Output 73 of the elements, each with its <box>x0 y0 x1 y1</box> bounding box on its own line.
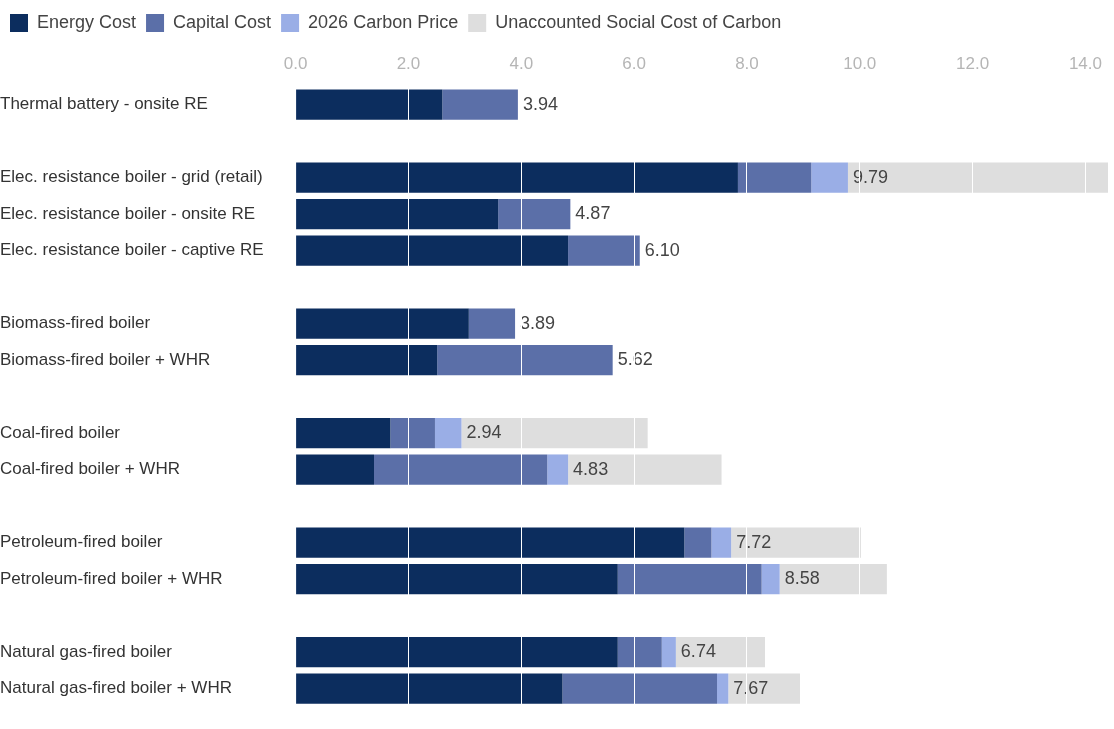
bar <box>442 89 518 120</box>
bar <box>434 417 462 449</box>
bar <box>661 636 676 668</box>
y-tick-label: Natural gas-fired boiler + WHR <box>0 678 232 698</box>
bar <box>761 563 780 595</box>
annotation: 8.58 <box>784 568 820 589</box>
legend-label: Energy Cost <box>37 11 137 32</box>
y-tick-label: Coal-fired boiler <box>0 422 121 442</box>
bar <box>296 636 618 668</box>
bar <box>296 454 375 485</box>
bar <box>461 417 648 449</box>
y-tick-label: Elec. resistance boiler - onsite RE <box>0 203 256 223</box>
bar <box>296 198 499 230</box>
y-tick-label: Elec. resistance boiler - grid (retail) <box>0 167 263 187</box>
x-tick-label: 4.0 <box>509 53 534 73</box>
y-tick-label: Coal-fired boiler + WHR <box>0 459 180 479</box>
annotation: 2.94 <box>466 422 502 443</box>
annotation: 4.83 <box>573 458 609 479</box>
bar <box>296 563 618 595</box>
bar <box>684 527 712 558</box>
x-tick-label: 14.0 <box>1068 53 1102 73</box>
bar <box>711 527 732 558</box>
bar <box>296 308 469 339</box>
annotation: 9.79 <box>852 166 888 187</box>
bar <box>296 673 563 704</box>
annotation: 7.67 <box>733 677 769 698</box>
bar <box>296 527 685 558</box>
y-tick-label: Thermal battery - onsite RE <box>0 94 208 114</box>
y-tick-label: Natural gas-fired boiler <box>0 641 173 661</box>
y-tick-label: Petroleum-fired boiler + WHR <box>0 568 223 588</box>
x-tick-label: 10.0 <box>843 53 877 73</box>
y-tick-label: Petroleum-fired boiler <box>0 532 163 552</box>
annotation: 3.89 <box>520 312 556 333</box>
bar <box>617 636 662 668</box>
bar <box>296 162 738 193</box>
y-tick-label: Biomass-fired boiler <box>0 313 151 333</box>
bar <box>562 673 718 704</box>
x-tick-label: 2.0 <box>396 53 421 73</box>
bar <box>468 308 516 339</box>
bar <box>437 344 613 376</box>
bar <box>296 235 569 266</box>
bar <box>498 198 571 230</box>
bar <box>390 417 435 449</box>
bar <box>779 563 887 595</box>
annotation: 6.10 <box>644 239 680 260</box>
legend-label: Unaccounted Social Cost of Carbon <box>495 11 782 32</box>
y-tick-label: Elec. resistance boiler - captive RE <box>0 240 264 260</box>
bar <box>296 417 391 449</box>
y-tick-label: Biomass-fired boiler + WHR <box>0 349 211 369</box>
bar <box>617 563 762 595</box>
bar <box>568 235 640 266</box>
legend-label: 2026 Carbon Price <box>308 11 459 32</box>
bar <box>675 636 765 668</box>
annotation: 6.74 <box>680 641 716 662</box>
x-tick-label: 6.0 <box>622 53 646 73</box>
bar <box>717 673 729 704</box>
legend-label: Capital Cost <box>173 11 272 32</box>
annotation: 3.94 <box>522 93 558 114</box>
bar <box>811 162 848 193</box>
bar <box>374 454 548 485</box>
annotation: 7.72 <box>736 531 772 552</box>
bar <box>728 673 800 704</box>
bar <box>847 162 1109 193</box>
bar <box>568 454 722 485</box>
x-tick-label: 0.0 <box>283 53 308 73</box>
bar <box>547 454 569 485</box>
bar <box>296 89 443 120</box>
bar <box>737 162 812 193</box>
bar <box>731 527 861 558</box>
x-tick-label: 8.0 <box>735 53 759 73</box>
annotation: 4.87 <box>575 203 611 224</box>
x-tick-label: 12.0 <box>956 53 990 73</box>
bar <box>296 344 438 376</box>
